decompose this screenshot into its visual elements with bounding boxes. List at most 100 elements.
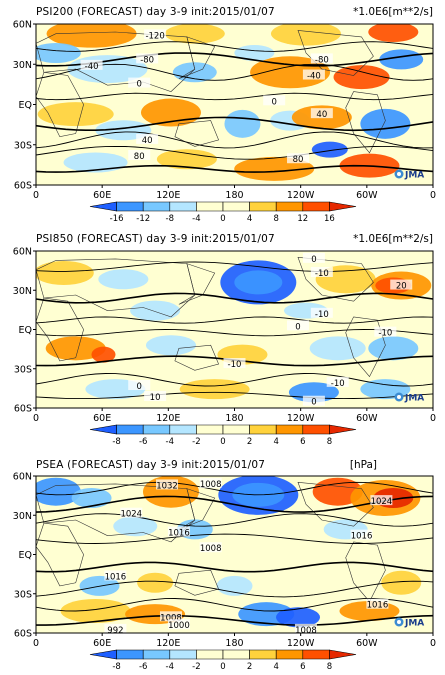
contour-label-bg	[80, 59, 103, 70]
anomaly-shade-4	[368, 24, 419, 43]
contour-label-bg	[128, 380, 151, 391]
anomaly-shade-3	[270, 24, 341, 46]
x-tick-120e-2: 120E	[156, 190, 180, 201]
anomaly-shade-10	[234, 44, 275, 61]
colorbar-tick-4-6: 4	[273, 437, 278, 447]
contour-line-3	[36, 513, 433, 527]
colorbar-segment-5	[196, 201, 224, 212]
x-tick-0-6: 0	[430, 413, 436, 424]
contour-line-5	[36, 561, 433, 573]
coastline-2	[36, 71, 84, 138]
anomaly-shade-15	[381, 570, 422, 595]
colorbar-tick--8-0: -8	[112, 437, 120, 447]
x-tick-60w-5: 60W	[356, 638, 378, 649]
y-tick-eq: EQ	[19, 100, 32, 111]
colorbar-segment-1	[89, 201, 117, 212]
contour-label-bg	[136, 53, 159, 64]
colorbar-tick--4-3: -4	[192, 214, 200, 224]
coastline-6	[345, 91, 386, 154]
contour-line-7	[36, 598, 433, 612]
contour-label-10: 10	[150, 393, 161, 403]
anomaly-shade-1	[46, 24, 137, 48]
contour-label-bg	[263, 95, 286, 106]
contour-line-7	[36, 145, 433, 160]
anomaly-shade-14	[309, 336, 366, 361]
colorbar-segment-3	[142, 201, 171, 212]
contour-label-bg	[104, 623, 127, 633]
contour-line-6	[36, 131, 433, 149]
y-tick-60n: 60N	[13, 20, 32, 31]
panel3-units: [hPa]	[349, 459, 377, 471]
anomaly-shade-1	[36, 477, 81, 506]
coastline-4	[174, 120, 220, 147]
contour-label-1: 1032	[156, 481, 178, 491]
coastline-4	[174, 344, 220, 371]
anomaly-shade-4	[234, 270, 283, 295]
anomaly-shade-9	[113, 516, 158, 537]
colorbar-segment-4	[169, 424, 197, 435]
coastline-2	[36, 297, 84, 362]
contour-label-bg	[302, 69, 325, 80]
contour-label-6: 1016	[351, 532, 373, 542]
contour-label-bg	[310, 53, 333, 64]
colorbar-segment-3	[142, 424, 171, 435]
colorbar-segment-9	[302, 201, 330, 212]
coastline-1	[36, 31, 196, 92]
contour-label-bg	[159, 611, 182, 622]
x-tick-120w-4: 120W	[287, 638, 315, 649]
colorbar-tick-2-5: 2	[247, 437, 252, 447]
coastline-2	[36, 522, 84, 587]
colorbar-2: -8 -6 -4 -2 0 2 4 6 8	[89, 424, 357, 447]
colorbar-segment-1	[89, 424, 117, 435]
panel1-title: PSI200 (FORECAST) day 3-9 init:2015/01/0…	[36, 6, 275, 18]
x-tick-0-0: 0	[33, 413, 39, 424]
y-tick-30s: 30S	[14, 589, 32, 600]
contour-label-7: 1008	[200, 544, 222, 554]
x-tick-180-3: 180	[225, 413, 243, 424]
contour-label-bg	[104, 570, 127, 581]
anomaly-shade-1	[36, 260, 94, 285]
coastline-5	[297, 256, 374, 302]
colorbar-3: -8 -6 -4 -2 0 2 4 6 8	[89, 649, 357, 672]
coastline-4	[174, 569, 220, 596]
colorbar-segment-8	[275, 424, 304, 435]
contour-label-13: 1008	[295, 626, 317, 636]
x-tick-0-0: 0	[33, 638, 39, 649]
contour-line-1	[36, 261, 433, 272]
coastline-5	[297, 481, 374, 527]
anomaly-shade-12	[145, 335, 196, 356]
colorbar-segment-2	[116, 649, 144, 660]
contour-label-bg	[287, 320, 310, 331]
y-tick-30n: 30N	[13, 60, 32, 71]
contour-label-bg	[370, 495, 393, 506]
colorbar-tick--6-1: -6	[139, 662, 147, 672]
colorbar-tick--4-2: -4	[166, 662, 174, 672]
contour-label-7: 40	[316, 110, 327, 120]
colorbar-tick-2-5: 2	[247, 662, 252, 672]
contour-label-2: 20	[396, 282, 407, 292]
colorbar-tick--2-3: -2	[192, 437, 200, 447]
contour-label-4: -40	[307, 72, 321, 82]
anomaly-shade-8	[130, 300, 181, 321]
x-tick-0-6: 0	[430, 638, 436, 649]
colorbar-1: -16 -12 -8 -4 0 4 8 12 16	[89, 201, 357, 224]
colorbar-segment-7	[249, 649, 277, 660]
anomaly-shade-9	[36, 42, 81, 63]
coastline-3	[178, 488, 216, 530]
colorbar-tick--8-2: -8	[166, 214, 174, 224]
colorbar-tick-0-4: 0	[220, 662, 225, 672]
contour-label-1: -10	[315, 269, 329, 279]
x-tick-0-6: 0	[430, 190, 436, 201]
contour-label-bg	[390, 279, 413, 290]
colorbar-segment-1	[89, 649, 117, 660]
map-field: 1032 1008 1024 1024 1016 1016 1008 1016 1016 1008…	[36, 476, 433, 636]
contour-label-bg	[326, 376, 349, 387]
contour-label-5: -80	[315, 55, 329, 65]
colorbar-segment-5	[196, 649, 224, 660]
anomaly-shade-10	[45, 336, 106, 361]
coastline-6	[345, 316, 386, 378]
coastline-3	[178, 263, 216, 305]
x-tick-120e-2: 120E	[156, 413, 180, 424]
contour-line-4	[36, 92, 433, 101]
colorbar-tick-8-8: 8	[327, 437, 332, 447]
